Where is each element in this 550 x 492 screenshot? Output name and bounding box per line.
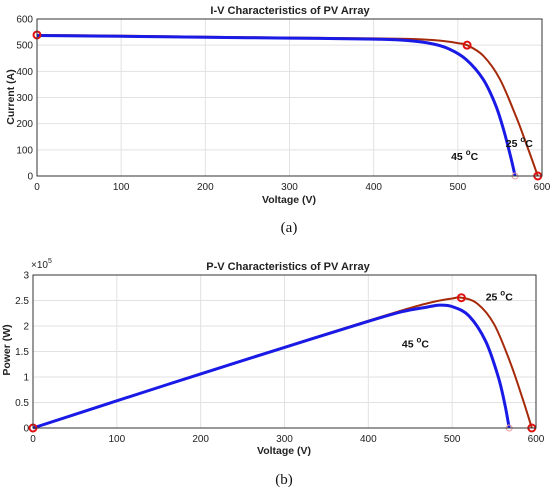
y-axis-label: Current (A) <box>5 69 17 124</box>
panel-a-iv-chart: I-V Characteristics of PV Array 0 100 200 3… <box>5 5 550 236</box>
y-multiplier-exp: 5 <box>48 258 52 265</box>
series-group <box>36 34 539 177</box>
marker-group <box>28 293 537 433</box>
caption-a: (a) <box>281 220 298 236</box>
plot-frame <box>36 18 543 177</box>
series-annotation: 25 oC <box>506 135 534 150</box>
y-axis-label: Power (W) <box>1 324 13 375</box>
plot-frame <box>32 274 537 429</box>
series-line <box>32 296 533 429</box>
y-tick-label: 3 <box>23 271 29 282</box>
chart-title: I-V Characteristics of PV Array <box>210 5 370 17</box>
x-tick-label: 400 <box>365 182 382 193</box>
panel-b-pv-chart: P-V Characteristics of PV Array 0 100 200 3… <box>1 258 545 488</box>
y-multiplier: ×105 <box>31 258 52 271</box>
x-tick-label: 500 <box>444 434 461 445</box>
x-tick-label: 200 <box>197 182 214 193</box>
x-axis-label: Voltage (V) <box>257 445 311 457</box>
y-tick-label: 0 <box>27 172 33 183</box>
y-tick-label: 400 <box>16 67 33 78</box>
marker-point <box>462 40 472 50</box>
annotations: 25 oC 45 oC <box>402 289 513 351</box>
caption-b: (b) <box>275 472 293 488</box>
x-tick-label: 100 <box>113 182 130 193</box>
y-tick-label: 500 <box>16 41 33 52</box>
y-tick-label: 300 <box>16 93 33 104</box>
y-multiplier-base: ×10 <box>31 260 48 271</box>
series-line <box>36 34 517 177</box>
y-tick-label: 2 <box>23 322 29 333</box>
y-tick-label: 200 <box>16 119 33 130</box>
y-tick-labels: 0 100 200 300 400 500 600 <box>16 15 33 183</box>
series-annotation: 25 oC <box>486 289 514 304</box>
y-tick-labels: 0 0.5 1 1.5 2 2.5 3 <box>15 271 29 435</box>
x-tick-label: 300 <box>276 434 293 445</box>
x-tick-labels: 0 100 200 300 400 500 600 <box>34 182 550 193</box>
x-tick-label: 600 <box>528 434 545 445</box>
y-tick-label: 0.5 <box>15 398 29 409</box>
x-tick-label: 200 <box>192 434 209 445</box>
marker-point <box>456 293 466 303</box>
x-axis-label: Voltage (V) <box>262 194 316 206</box>
x-tick-label: 300 <box>281 182 298 193</box>
series-group <box>32 296 533 430</box>
series-annotation: 45 oC <box>451 148 479 163</box>
x-tick-label: 500 <box>449 182 466 193</box>
chart-title: P-V Characteristics of PV Array <box>206 261 370 273</box>
series-annotation: 45 oC <box>402 335 430 350</box>
y-tick-label: 1 <box>23 373 29 384</box>
series-line <box>32 303 511 430</box>
y-tick-label: 2.5 <box>15 296 29 307</box>
annotations: 25 oC 45 oC <box>451 135 533 163</box>
y-tick-label: 1.5 <box>15 347 29 358</box>
x-tick-labels: 0 100 200 300 400 500 600 <box>30 434 545 445</box>
x-tick-label: 0 <box>34 182 40 193</box>
x-tick-label: 600 <box>534 182 550 193</box>
y-tick-label: 100 <box>16 145 33 156</box>
x-tick-label: 0 <box>30 434 36 445</box>
y-tick-label: 600 <box>16 15 33 26</box>
x-tick-label: 400 <box>360 434 377 445</box>
x-tick-label: 100 <box>108 434 125 445</box>
y-tick-label: 0 <box>23 424 29 435</box>
